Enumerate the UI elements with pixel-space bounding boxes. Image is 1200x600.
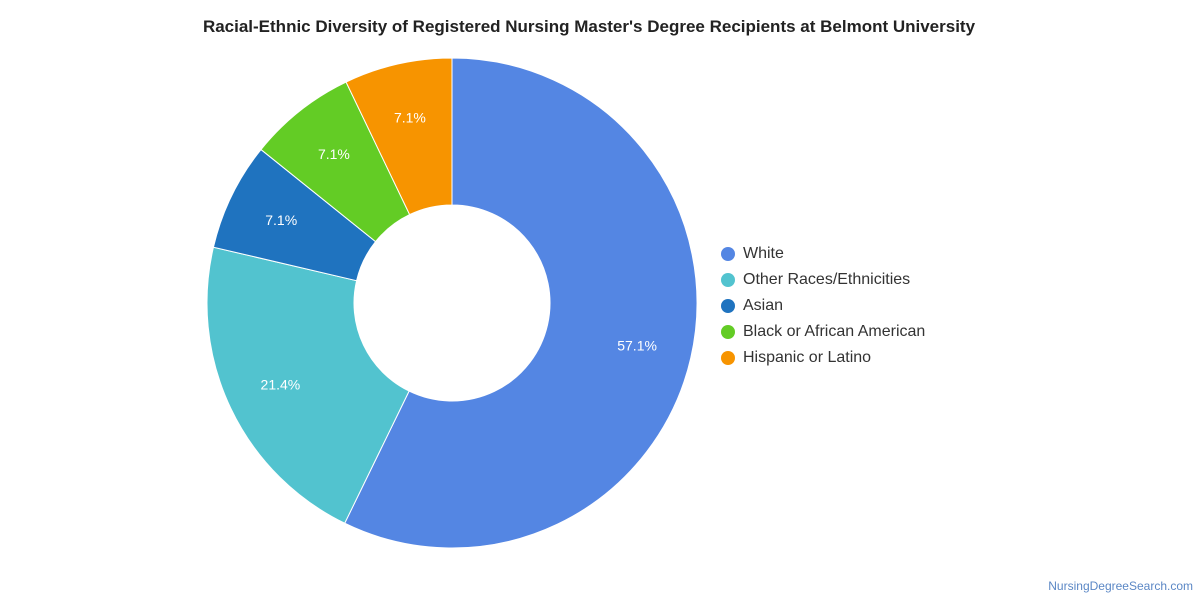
slice-label-asian: 7.1%: [265, 212, 297, 228]
slice-label-other-races-ethnicities: 21.4%: [261, 377, 301, 393]
slice-label-black-or-african-american: 7.1%: [318, 146, 350, 162]
legend-label: Other Races/Ethnicities: [743, 271, 911, 288]
source-credit[interactable]: NursingDegreeSearch.com: [1048, 579, 1193, 593]
legend-item-other-races-ethnicities[interactable]: Other Races/Ethnicities: [721, 267, 925, 293]
legend-label: Hispanic or Latino: [743, 349, 872, 366]
legend-label: White: [743, 245, 784, 262]
legend-dot-icon: [721, 351, 735, 365]
legend-item-black-or-african-american[interactable]: Black or African American: [721, 319, 925, 345]
legend-label: Black or African American: [743, 323, 926, 340]
slice-hispanic-or-latino[interactable]: [345, 57, 453, 216]
legend-dot-icon: [721, 299, 735, 313]
legend-dot-icon: [721, 325, 735, 339]
chart-title: Racial-Ethnic Diversity of Registered Nu…: [202, 17, 976, 36]
donut-slices: [206, 57, 698, 549]
slice-label-white: 57.1%: [617, 338, 657, 354]
legend-label: Asian: [743, 297, 784, 314]
legend-dot-icon: [721, 273, 735, 287]
legend-item-white[interactable]: White: [721, 241, 925, 267]
chart-legend: White Other Races/Ethnicities Asian Black o…: [721, 241, 925, 371]
legend-item-hispanic-or-latino[interactable]: Hispanic or Latino: [721, 345, 925, 371]
slice-other-races-ethnicities[interactable]: [206, 246, 410, 524]
slice-white[interactable]: [344, 57, 698, 549]
slice-labels: 57.1% 21.4% 7.1% 7.1% 7.1%: [261, 110, 657, 393]
slice-label-hispanic-or-latino: 7.1%: [394, 110, 426, 126]
legend-item-asian[interactable]: Asian: [721, 293, 925, 319]
legend-dot-icon: [721, 247, 735, 261]
